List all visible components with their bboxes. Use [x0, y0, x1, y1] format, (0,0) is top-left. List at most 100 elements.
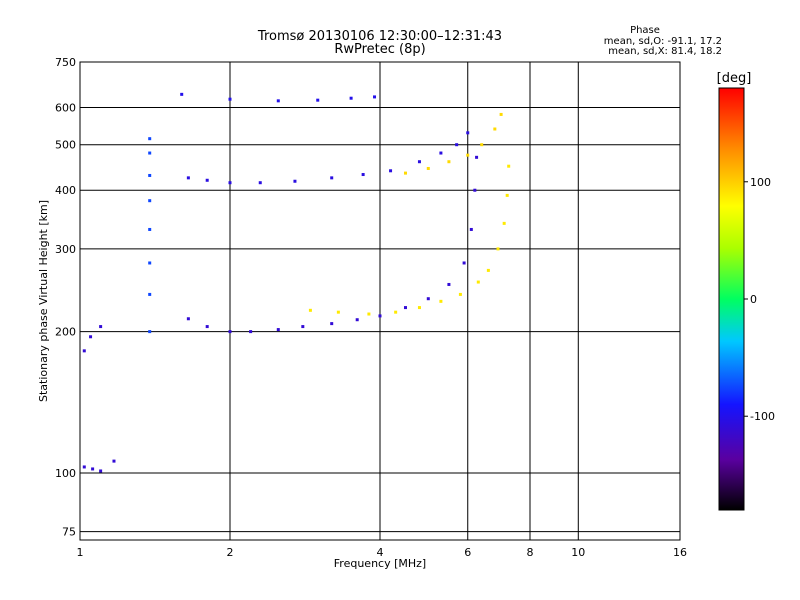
data-point — [82, 349, 86, 353]
data-point — [148, 330, 152, 334]
phase-stats-o: mean, sd,O: -91.1, 17.2 — [604, 36, 722, 47]
data-point — [148, 151, 152, 155]
x-tick-label: 10 — [571, 546, 585, 559]
data-point — [439, 151, 443, 155]
data-point — [455, 143, 459, 147]
data-point — [466, 131, 470, 135]
data-point — [205, 325, 209, 329]
data-point — [308, 308, 312, 312]
data-point — [496, 247, 500, 251]
x-axis-ticks: 1 2 4 6 8 10 16 — [77, 546, 688, 559]
x-axis-label: Frequency [MHz] — [334, 557, 426, 570]
data-point — [89, 335, 93, 339]
y-tick-label: 100 — [55, 467, 76, 480]
data-point — [403, 171, 407, 175]
data-point — [417, 160, 421, 164]
data-point — [355, 318, 359, 322]
data-point — [439, 299, 443, 303]
y-tick-label: 600 — [55, 102, 76, 115]
data-point — [507, 164, 511, 168]
chart-subtitle: RwPretec (8p) — [334, 42, 425, 57]
data-point — [258, 181, 262, 185]
data-point — [316, 98, 320, 102]
data-point — [336, 310, 340, 314]
data-point — [330, 322, 334, 326]
data-point — [276, 328, 280, 332]
data-point — [99, 469, 103, 473]
colorbar — [718, 87, 745, 511]
y-tick-label: 500 — [55, 139, 76, 152]
y-axis-ticks: 75 100 200 300 400 500 600 750 — [55, 56, 76, 539]
y-tick-label: 300 — [55, 243, 76, 256]
data-point — [148, 261, 152, 265]
data-point — [148, 173, 152, 177]
data-point — [148, 227, 152, 231]
data-point — [447, 282, 451, 286]
data-point — [205, 178, 209, 182]
data-point — [505, 193, 509, 197]
data-point — [426, 166, 430, 170]
colorbar-label: [deg] — [717, 71, 752, 86]
data-point — [476, 280, 480, 284]
data-point — [493, 127, 497, 131]
data-point — [349, 96, 353, 100]
data-point — [99, 325, 103, 329]
y-axis-label: Stationary phase Virtual Height [km] — [37, 200, 50, 402]
data-point — [469, 227, 473, 231]
y-tick-label: 75 — [62, 526, 76, 539]
data-point — [148, 292, 152, 296]
x-tick-label: 8 — [527, 546, 534, 559]
colorbar-ticks: 100 0 -100 — [744, 176, 775, 423]
data-point — [91, 467, 95, 471]
data-point — [426, 297, 430, 301]
chart-title: Tromsø 20130106 12:30:00–12:31:43 — [257, 29, 502, 44]
data-point — [466, 153, 470, 157]
x-tick-label: 2 — [227, 546, 234, 559]
data-point — [458, 292, 462, 296]
x-tick-label: 4 — [377, 546, 384, 559]
x-tick-label: 1 — [77, 546, 84, 559]
phase-stats-x: mean, sd,X: 81.4, 18.2 — [608, 46, 722, 57]
data-point — [394, 310, 398, 314]
data-point — [447, 160, 451, 164]
x-tick-label: 16 — [673, 546, 687, 559]
data-point — [186, 176, 190, 180]
phase-stats-heading: Phase — [630, 25, 660, 36]
data-point — [112, 459, 116, 463]
data-point — [473, 188, 477, 192]
data-point — [378, 314, 382, 318]
data-point — [228, 97, 232, 101]
data-point — [249, 330, 253, 334]
x-tick-label: 6 — [464, 546, 471, 559]
data-point — [301, 325, 305, 329]
colorbar-tick-label: 0 — [750, 293, 757, 306]
data-point — [373, 95, 377, 99]
data-point — [148, 199, 152, 203]
y-tick-label: 750 — [55, 56, 76, 69]
data-point — [180, 92, 184, 96]
data-point — [276, 99, 280, 103]
data-point — [228, 181, 232, 185]
data-point — [367, 312, 371, 316]
data-point — [462, 261, 466, 265]
data-point — [403, 306, 407, 310]
colorbar-tick-label: -100 — [750, 410, 775, 423]
data-point — [186, 317, 190, 321]
y-tick-label: 200 — [55, 326, 76, 339]
y-tick-label: 400 — [55, 184, 76, 197]
data-point — [148, 137, 152, 141]
data-point — [475, 155, 479, 159]
data-point — [330, 176, 334, 180]
data-point — [293, 179, 297, 183]
data-point — [82, 465, 86, 469]
data-point — [480, 143, 484, 147]
grid-lines — [79, 61, 681, 540]
data-point — [499, 112, 503, 116]
data-point — [486, 268, 490, 272]
data-point — [417, 306, 421, 310]
plot-frame — [79, 61, 681, 541]
data-point — [361, 173, 365, 177]
data-point — [228, 330, 232, 334]
data-point — [389, 169, 393, 173]
